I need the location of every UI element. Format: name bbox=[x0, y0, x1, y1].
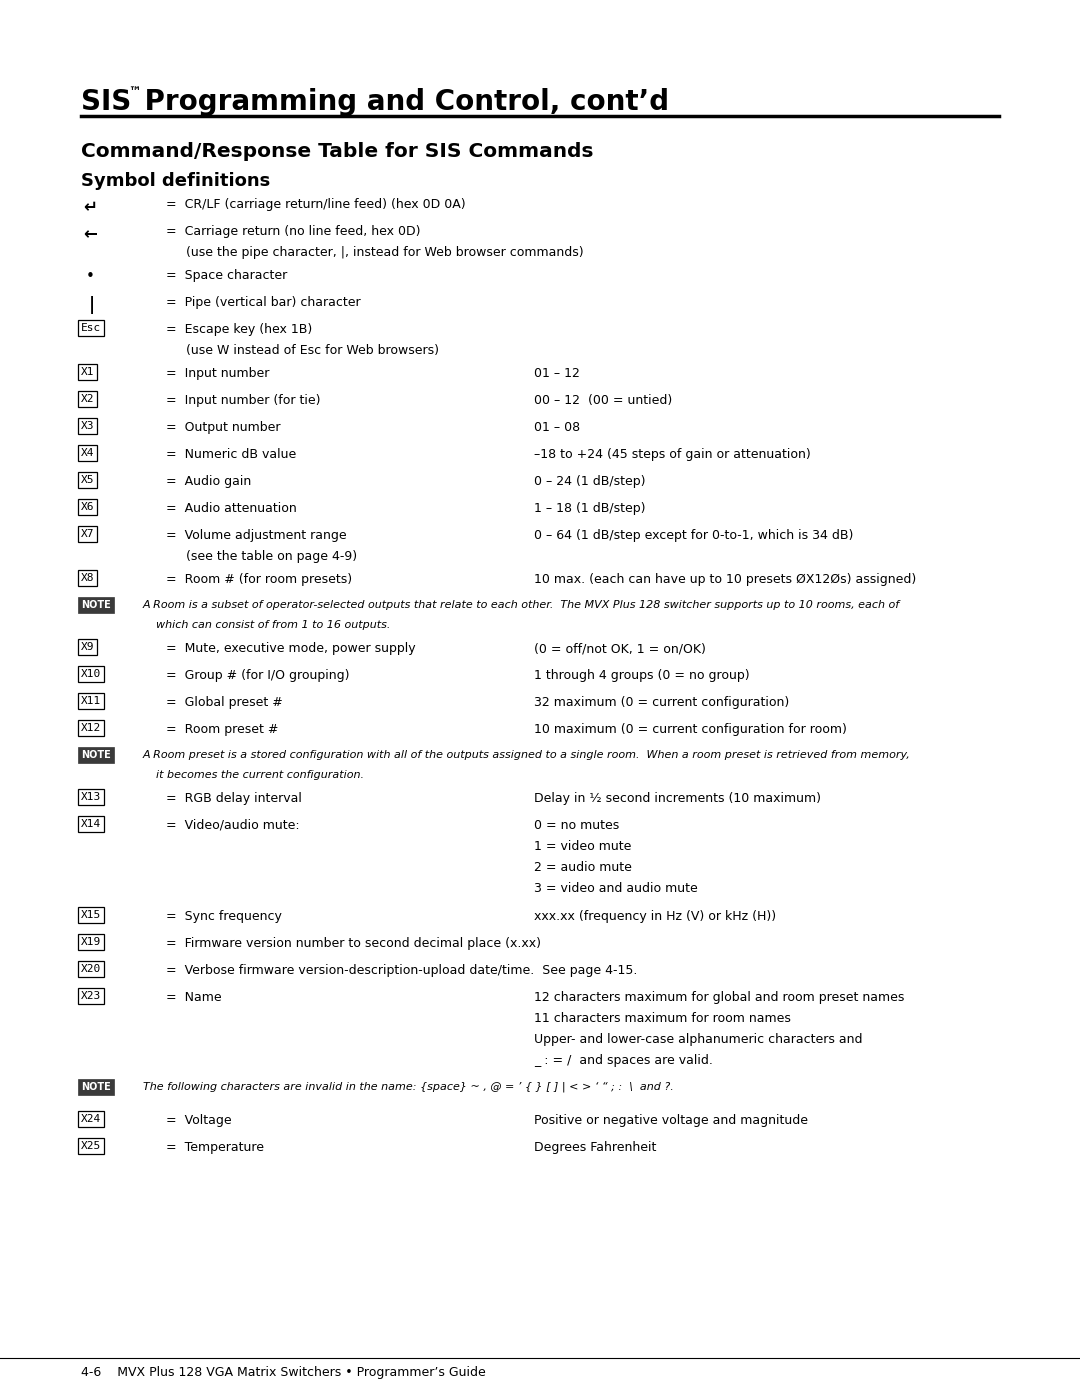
Text: 0 = no mutes: 0 = no mutes bbox=[534, 819, 619, 833]
Text: A Room is a subset of operator-selected outputs that relate to each other.  The : A Room is a subset of operator-selected … bbox=[143, 599, 900, 610]
Text: 12 characters maximum for global and room preset names: 12 characters maximum for global and roo… bbox=[534, 990, 904, 1004]
Text: X23: X23 bbox=[81, 990, 102, 1002]
Text: =  Temperature: = Temperature bbox=[166, 1141, 264, 1154]
Text: X8: X8 bbox=[81, 573, 95, 583]
Text: =  Name: = Name bbox=[166, 990, 221, 1004]
Text: 0 – 24 (1 dB/step): 0 – 24 (1 dB/step) bbox=[534, 475, 646, 488]
Text: X20: X20 bbox=[81, 964, 102, 974]
Text: =  Video/audio mute:: = Video/audio mute: bbox=[166, 819, 299, 833]
Text: NOTE: NOTE bbox=[81, 750, 111, 760]
Text: X5: X5 bbox=[81, 475, 95, 485]
Text: X9: X9 bbox=[81, 643, 95, 652]
Text: SIS: SIS bbox=[81, 88, 132, 116]
Text: 10 maximum (0 = current configuration for room): 10 maximum (0 = current configuration fo… bbox=[534, 724, 847, 736]
Text: =  Audio attenuation: = Audio attenuation bbox=[166, 502, 297, 515]
Text: NOTE: NOTE bbox=[81, 1083, 111, 1092]
Text: (use W instead of Esc for Web browsers): (use W instead of Esc for Web browsers) bbox=[166, 344, 438, 358]
Text: X19: X19 bbox=[81, 937, 102, 947]
Text: 1 – 18 (1 dB/step): 1 – 18 (1 dB/step) bbox=[534, 502, 646, 515]
Text: X2: X2 bbox=[81, 394, 95, 404]
Text: X14: X14 bbox=[81, 819, 102, 828]
Text: NOTE: NOTE bbox=[81, 599, 111, 610]
Text: =  Output number: = Output number bbox=[166, 420, 281, 434]
Text: =  Room # (for room presets): = Room # (for room presets) bbox=[166, 573, 352, 585]
Text: =  Group # (for I/O grouping): = Group # (for I/O grouping) bbox=[166, 669, 350, 682]
Text: 11 characters maximum for room names: 11 characters maximum for room names bbox=[534, 1011, 791, 1025]
Text: Command/Response Table for SIS Commands: Command/Response Table for SIS Commands bbox=[81, 142, 594, 161]
Text: A Room preset is a stored configuration with all of the outputs assigned to a si: A Room preset is a stored configuration … bbox=[143, 750, 910, 760]
Text: X6: X6 bbox=[81, 502, 95, 511]
Text: 32 maximum (0 = current configuration): 32 maximum (0 = current configuration) bbox=[534, 696, 789, 710]
Text: •: • bbox=[86, 270, 95, 284]
Text: X15: X15 bbox=[81, 909, 102, 921]
Text: =  Global preset #: = Global preset # bbox=[166, 696, 283, 710]
Text: Degrees Fahrenheit: Degrees Fahrenheit bbox=[534, 1141, 657, 1154]
Text: =  Space character: = Space character bbox=[166, 270, 287, 282]
Text: ←: ← bbox=[83, 225, 97, 243]
Text: (see the table on page 4-9): (see the table on page 4-9) bbox=[166, 550, 357, 563]
Text: X4: X4 bbox=[81, 448, 95, 458]
Text: X11: X11 bbox=[81, 696, 102, 705]
Text: =  Escape key (hex 1B): = Escape key (hex 1B) bbox=[166, 323, 312, 337]
Text: 00 – 12  (00 = untied): 00 – 12 (00 = untied) bbox=[534, 394, 672, 407]
Text: which can consist of from 1 to 16 outputs.: which can consist of from 1 to 16 output… bbox=[156, 620, 390, 630]
Text: –18 to +24 (45 steps of gain or attenuation): –18 to +24 (45 steps of gain or attenuat… bbox=[534, 448, 811, 461]
Text: =  Carriage return (no line feed, hex 0D): = Carriage return (no line feed, hex 0D) bbox=[166, 225, 420, 237]
Text: =  Input number (for tie): = Input number (for tie) bbox=[166, 394, 321, 407]
Text: it becomes the current configuration.: it becomes the current configuration. bbox=[156, 770, 364, 780]
Text: X10: X10 bbox=[81, 669, 102, 679]
Text: =  Verbose firmware version-description-upload date/time.  See page 4-15.: = Verbose firmware version-description-u… bbox=[166, 964, 637, 977]
Text: 10 max. (each can have up to 10 presets ØX12Øs) assigned): 10 max. (each can have up to 10 presets … bbox=[534, 573, 916, 585]
Text: 3 = video and audio mute: 3 = video and audio mute bbox=[534, 882, 698, 895]
Text: The following characters are invalid in the name: {space} ~ , @ = ’ { } [ ] | < : The following characters are invalid in … bbox=[143, 1083, 674, 1092]
Text: X24: X24 bbox=[81, 1113, 102, 1125]
Text: =  RGB delay interval: = RGB delay interval bbox=[166, 792, 302, 805]
Text: ↵: ↵ bbox=[83, 198, 97, 217]
Text: =  CR/LF (carriage return/line feed) (hex 0D 0A): = CR/LF (carriage return/line feed) (hex… bbox=[166, 198, 465, 211]
Text: Programming and Control, cont’d: Programming and Control, cont’d bbox=[135, 88, 670, 116]
Text: 4-6    MVX Plus 128 VGA Matrix Switchers • Programmer’s Guide: 4-6 MVX Plus 128 VGA Matrix Switchers • … bbox=[81, 1366, 486, 1379]
Text: 01 – 08: 01 – 08 bbox=[534, 420, 580, 434]
Text: =  Mute, executive mode, power supply: = Mute, executive mode, power supply bbox=[166, 643, 416, 655]
Text: _ : = /  and spaces are valid.: _ : = / and spaces are valid. bbox=[534, 1053, 713, 1067]
Text: =  Pipe (vertical bar) character: = Pipe (vertical bar) character bbox=[166, 296, 361, 309]
Text: =  Volume adjustment range: = Volume adjustment range bbox=[166, 529, 347, 542]
Text: X12: X12 bbox=[81, 724, 102, 733]
Text: ™: ™ bbox=[129, 87, 140, 99]
Text: xxx.xx (frequency in Hz (V) or kHz (H)): xxx.xx (frequency in Hz (V) or kHz (H)) bbox=[534, 909, 777, 923]
Text: X7: X7 bbox=[81, 529, 95, 539]
Text: Symbol definitions: Symbol definitions bbox=[81, 172, 270, 190]
Text: 1 through 4 groups (0 = no group): 1 through 4 groups (0 = no group) bbox=[534, 669, 750, 682]
Text: X25: X25 bbox=[81, 1141, 102, 1151]
Text: 1 = video mute: 1 = video mute bbox=[534, 840, 632, 854]
Text: =  Room preset #: = Room preset # bbox=[166, 724, 279, 736]
Text: 0 – 64 (1 dB/step except for 0-to-1, which is 34 dB): 0 – 64 (1 dB/step except for 0-to-1, whi… bbox=[534, 529, 853, 542]
Text: (use the pipe character, |, instead for Web browser commands): (use the pipe character, |, instead for … bbox=[166, 246, 583, 258]
Text: =  Voltage: = Voltage bbox=[166, 1113, 231, 1127]
Text: |: | bbox=[89, 296, 95, 314]
Text: Positive or negative voltage and magnitude: Positive or negative voltage and magnitu… bbox=[534, 1113, 808, 1127]
Text: Delay in ½ second increments (10 maximum): Delay in ½ second increments (10 maximum… bbox=[534, 792, 821, 805]
Text: =  Firmware version number to second decimal place (x.xx): = Firmware version number to second deci… bbox=[166, 937, 541, 950]
Text: (0 = off/not OK, 1 = on/OK): (0 = off/not OK, 1 = on/OK) bbox=[534, 643, 706, 655]
Text: =  Numeric dB value: = Numeric dB value bbox=[166, 448, 296, 461]
Text: Esc: Esc bbox=[81, 323, 102, 332]
Text: =  Audio gain: = Audio gain bbox=[166, 475, 252, 488]
Text: =  Sync frequency: = Sync frequency bbox=[166, 909, 282, 923]
Text: X3: X3 bbox=[81, 420, 95, 432]
Text: 2 = audio mute: 2 = audio mute bbox=[534, 861, 632, 875]
Text: Upper- and lower-case alphanumeric characters and: Upper- and lower-case alphanumeric chara… bbox=[534, 1032, 863, 1046]
Text: 01 – 12: 01 – 12 bbox=[534, 367, 580, 380]
Text: =  Input number: = Input number bbox=[166, 367, 269, 380]
Text: X13: X13 bbox=[81, 792, 102, 802]
Text: X1: X1 bbox=[81, 367, 95, 377]
